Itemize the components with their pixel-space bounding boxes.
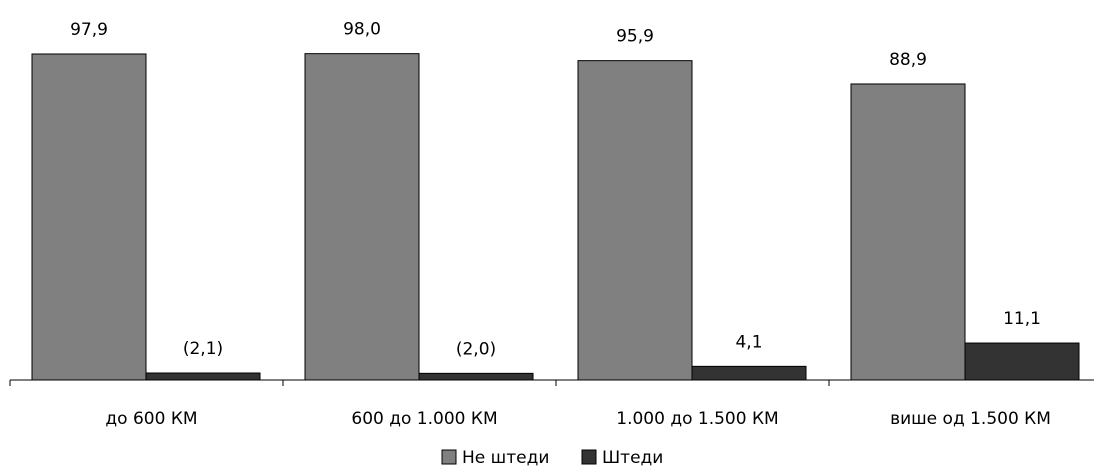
category-labels: до 600 КМ 600 до 1.000 КМ 1.000 до 1.500 К… bbox=[105, 409, 1051, 429]
legend-swatch-ne-shtedi bbox=[441, 449, 457, 465]
x-axis-ticks bbox=[9, 380, 830, 386]
bar-ne-shtedi-4 bbox=[850, 83, 966, 381]
bar-shtedi-1 bbox=[145, 372, 261, 381]
bar-ne-shtedi-2 bbox=[304, 53, 420, 381]
bar-ne-shtedi-1 bbox=[31, 53, 147, 381]
value-label-shtedi-4: 11,1 bbox=[1003, 309, 1041, 329]
value-labels: 97,9 (2,1) 98,0 (2,0) 95,9 4,1 88,9 11,1 bbox=[70, 20, 1041, 360]
value-label-ne-shtedi-4: 88,9 bbox=[889, 50, 927, 70]
bar-ne-shtedi-3 bbox=[577, 60, 693, 381]
legend-label-shtedi: Штеди bbox=[602, 448, 663, 468]
category-label-3: 1.000 до 1.500 КМ bbox=[616, 409, 778, 429]
value-label-ne-shtedi-3: 95,9 bbox=[616, 27, 654, 47]
legend-swatch-shtedi bbox=[581, 449, 597, 465]
bar-shtedi-2 bbox=[418, 372, 534, 381]
bars-layer bbox=[31, 53, 1080, 381]
bar-shtedi-4 bbox=[964, 342, 1080, 381]
category-label-1: до 600 КМ bbox=[105, 409, 197, 429]
value-label-ne-shtedi-1: 97,9 bbox=[70, 20, 108, 40]
value-label-shtedi-1: (2,1) bbox=[183, 339, 223, 359]
value-label-ne-shtedi-2: 98,0 bbox=[343, 20, 381, 40]
value-label-shtedi-3: 4,1 bbox=[735, 332, 762, 352]
bar-shtedi-3 bbox=[691, 365, 807, 381]
legend: Не штеди Штеди bbox=[441, 448, 663, 468]
category-label-4: више од 1.500 КМ bbox=[890, 409, 1051, 429]
value-label-shtedi-2: (2,0) bbox=[456, 339, 496, 359]
legend-label-ne-shtedi: Не штеди bbox=[462, 448, 549, 468]
category-label-2: 600 до 1.000 КМ bbox=[351, 409, 497, 429]
